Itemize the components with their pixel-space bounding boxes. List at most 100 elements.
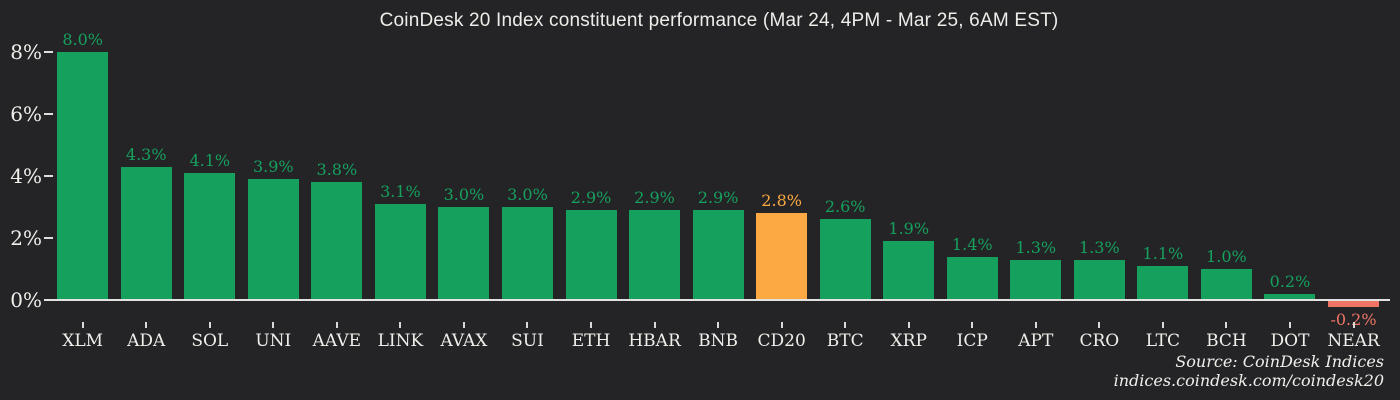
y-axis-label: 0% <box>10 288 42 312</box>
x-axis-label-BNB: BNB <box>698 331 739 351</box>
y-axis-label: 2% <box>10 226 42 250</box>
chart-title: CoinDesk 20 Index constituent performanc… <box>379 10 1059 31</box>
bar-value-label: -0.2% <box>1330 310 1377 330</box>
x-axis-label-XLM: XLM <box>62 331 104 351</box>
x-axis-label-ETH: ETH <box>571 331 611 351</box>
y-axis-label: 8% <box>10 40 42 64</box>
bar-AAVE <box>311 182 363 300</box>
x-axis-label-CRO: CRO <box>1079 331 1120 351</box>
bar-value-label: 4.3% <box>125 144 167 164</box>
bar-value-label: 0.2% <box>1269 271 1311 291</box>
x-axis-label-BCH: BCH <box>1206 331 1247 351</box>
bar-CD20 <box>756 213 808 300</box>
bar-XLM <box>57 52 109 300</box>
y-axis-label: 6% <box>10 102 42 126</box>
x-axis-tick <box>971 322 974 328</box>
bar-BNB <box>692 210 744 300</box>
x-axis-tick <box>907 322 910 328</box>
x-axis-tick <box>844 322 847 328</box>
x-axis-tick <box>526 322 529 328</box>
bar-LTC <box>1137 265 1189 300</box>
bar-CRO <box>1073 259 1125 300</box>
bar-BCH <box>1200 269 1252 300</box>
bar-ETH <box>565 210 617 300</box>
y-axis-tick <box>44 113 53 115</box>
bar-value-label: 1.4% <box>951 234 993 254</box>
bar-value-label: 3.1% <box>380 181 421 201</box>
x-axis-tick <box>717 322 720 328</box>
bar-value-label: 4.1% <box>189 150 231 170</box>
bar-BTC <box>819 219 871 300</box>
bar-value-label: 2.9% <box>570 188 612 208</box>
bar-ICP <box>946 256 998 300</box>
source-text: Source: CoinDesk Indices <box>1175 352 1384 371</box>
x-axis-label-APT: APT <box>1018 331 1054 351</box>
x-axis-tick <box>1288 322 1291 328</box>
y-axis-tick <box>44 237 53 239</box>
y-axis-tick <box>44 175 53 177</box>
bar-APT <box>1010 259 1062 300</box>
x-axis-tick <box>272 322 275 328</box>
bar-value-label: 8.0% <box>62 30 104 49</box>
x-axis-label-AAVE: AAVE <box>312 331 362 351</box>
x-axis-label-ADA: ADA <box>127 331 166 351</box>
x-axis-label-XRP: XRP <box>890 331 927 351</box>
bar-value-label: 3.0% <box>507 185 548 204</box>
bar-value-label: 1.3% <box>1079 237 1120 257</box>
x-axis-label-SUI: SUI <box>511 331 544 351</box>
bar-value-label: 2.9% <box>697 188 739 208</box>
bar-UNI <box>247 179 299 300</box>
source-url: indices.coindesk.com/coindesk20 <box>1113 371 1384 390</box>
bar-ADA <box>120 166 172 300</box>
zero-axis-line <box>46 299 1390 301</box>
bar-value-label: 3.0% <box>443 185 485 204</box>
bar-SUI <box>501 207 553 300</box>
bar-DOT <box>1264 293 1316 300</box>
x-axis-tick <box>399 322 402 328</box>
x-axis-tick <box>1098 322 1101 328</box>
bar-HBAR <box>629 210 681 300</box>
bar-value-label: 2.6% <box>824 197 866 217</box>
bar-value-label: 1.0% <box>1206 247 1247 266</box>
bar-value-label: 1.1% <box>1142 243 1184 263</box>
y-axis-label: 4% <box>10 164 42 188</box>
x-axis-label-LTC: LTC <box>1145 331 1180 351</box>
x-axis-label-AVAX: AVAX <box>440 331 488 351</box>
x-axis-label-ICP: ICP <box>956 331 988 351</box>
x-axis-label-LINK: LINK <box>377 331 424 351</box>
bar-SOL <box>184 172 236 300</box>
x-axis-tick <box>462 322 465 328</box>
x-axis-tick <box>590 322 593 328</box>
x-axis-label-CD20: CD20 <box>757 331 806 351</box>
x-axis-tick <box>780 322 783 328</box>
x-axis-tick <box>653 322 656 328</box>
bar-value-label: 3.8% <box>316 160 358 180</box>
x-axis-label-NEAR: NEAR <box>1327 331 1380 351</box>
x-axis-label-HBAR: HBAR <box>628 331 681 351</box>
x-axis-label-SOL: SOL <box>191 331 229 351</box>
source-attribution: Source: CoinDesk Indices indices.coindes… <box>1114 352 1384 390</box>
bar-LINK <box>374 203 426 300</box>
bar-NEAR <box>1328 301 1379 308</box>
x-axis-tick <box>1034 322 1037 328</box>
x-axis-tick <box>208 322 211 328</box>
bar-value-label: 1.3% <box>1015 237 1057 257</box>
bar-AVAX <box>438 207 490 300</box>
x-axis-tick <box>145 322 148 328</box>
x-axis-tick <box>335 322 338 328</box>
x-axis-tick <box>81 322 84 328</box>
bar-value-label: 3.9% <box>252 157 294 177</box>
y-axis-tick <box>44 51 53 53</box>
bar-value-label: 2.8% <box>761 191 802 211</box>
x-axis-tick <box>1161 322 1164 328</box>
x-axis-label-UNI: UNI <box>255 331 292 351</box>
bar-value-label: 2.9% <box>634 188 675 208</box>
bar-XRP <box>883 241 935 300</box>
bar-value-label: 1.9% <box>888 219 930 239</box>
x-axis-label-BTC: BTC <box>826 331 864 351</box>
x-axis-label-DOT: DOT <box>1270 331 1310 351</box>
x-axis-tick <box>1225 322 1228 328</box>
x-axis-tick <box>1352 322 1355 328</box>
